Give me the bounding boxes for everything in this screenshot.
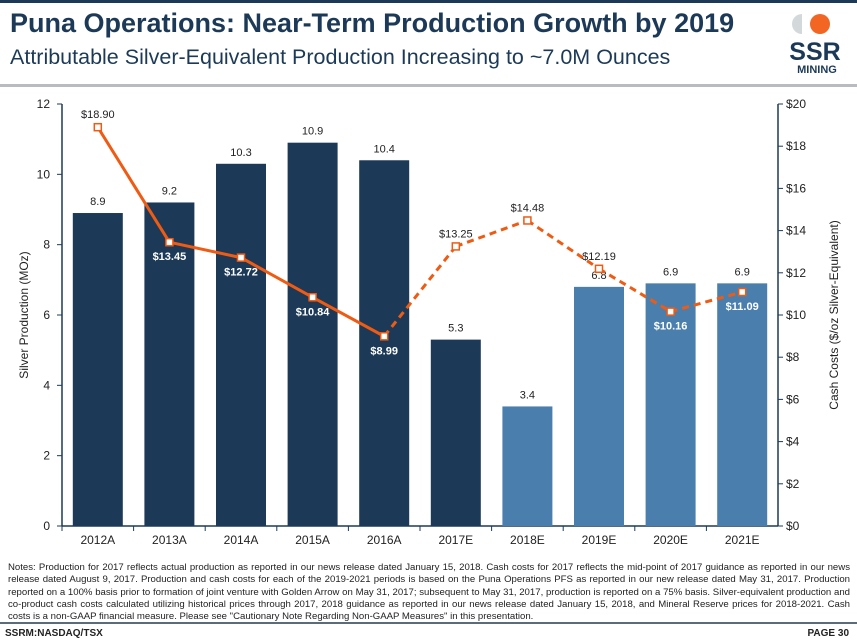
bar xyxy=(287,142,338,526)
header-top-rule xyxy=(0,0,857,3)
bar xyxy=(359,160,410,526)
header-divider xyxy=(0,84,857,87)
cost-value-label: $8.99 xyxy=(370,345,398,357)
cost-point xyxy=(451,242,461,251)
cost-value-label: $18.90 xyxy=(81,109,115,121)
x-tick-label: 2018E xyxy=(510,533,545,547)
bar-value-label: 10.3 xyxy=(230,147,251,159)
y-axis-label: Silver Production (MOz) xyxy=(17,251,31,378)
cost-point xyxy=(737,287,747,297)
bar-value-label: 6.9 xyxy=(663,266,678,278)
bar xyxy=(574,286,624,526)
y2-tick-label: $4 xyxy=(786,435,800,449)
bar-value-label: 9.2 xyxy=(162,185,177,197)
cost-value-label: $10.84 xyxy=(296,306,331,318)
y-tick-label: 10 xyxy=(37,167,51,181)
cost-point xyxy=(379,332,389,341)
bar xyxy=(216,163,266,527)
y2-tick-label: $2 xyxy=(786,477,800,491)
x-tick-label: 2016A xyxy=(367,533,402,547)
cost-point xyxy=(165,237,174,247)
cost-value-label: $12.72 xyxy=(224,267,258,279)
y-tick-label: 6 xyxy=(43,308,50,322)
cost-value-label: $11.09 xyxy=(726,301,759,313)
svg-text:SSR: SSR xyxy=(789,38,840,66)
cost-line-segment xyxy=(240,256,314,299)
x-tick-label: 2019E xyxy=(582,533,617,547)
cost-point xyxy=(666,307,675,316)
page-subtitle: Attributable Silver-Equivalent Productio… xyxy=(10,45,671,69)
cost-line-segment xyxy=(311,295,385,338)
y2-tick-label: $12 xyxy=(786,266,806,280)
bar xyxy=(645,283,696,526)
bar xyxy=(502,406,553,526)
bar-value-label: 6.9 xyxy=(735,266,750,278)
ssr-mining-logo: SSR MINING xyxy=(789,14,841,76)
cost-line-segment xyxy=(455,219,528,248)
y2-tick-label: $18 xyxy=(786,139,806,153)
x-tick-label: 2015A xyxy=(295,533,330,547)
footer-divider xyxy=(0,622,857,624)
bar xyxy=(430,339,481,526)
page-number: PAGE 30 xyxy=(807,628,850,639)
x-tick-label: 2017E xyxy=(438,533,473,547)
bar xyxy=(72,213,123,526)
svg-text:MINING: MINING xyxy=(797,64,837,76)
bar xyxy=(144,202,195,526)
y-tick-label: 2 xyxy=(43,449,50,463)
cost-point xyxy=(93,122,103,132)
cost-line-segment xyxy=(670,290,743,314)
x-tick-label: 2014A xyxy=(224,533,259,547)
footer-ticker: SSRM:NASDAQ/TSX xyxy=(5,628,103,639)
cost-point xyxy=(236,253,246,262)
x-tick-label: 2020E xyxy=(653,533,688,547)
y2-axis-label: Cash Costs ($/oz Silver-Equivalent) xyxy=(827,220,841,409)
cost-value-label: $14.48 xyxy=(511,202,545,214)
y-tick-label: 4 xyxy=(43,378,50,392)
cost-line-segment xyxy=(526,219,600,271)
cost-line-segment xyxy=(169,240,242,260)
cost-line-segment xyxy=(96,126,171,243)
cost-point xyxy=(308,293,317,302)
y-tick-label: 0 xyxy=(43,519,50,533)
bar-value-label: 10.9 xyxy=(302,126,323,138)
production-cost-chart: 0 2 4 6 8 10 12 $0 $2 $4 $6 $8 $10 $12 $14 $16 $18 $20 Sil… xyxy=(17,97,841,547)
cost-value-label: $12.19 xyxy=(582,251,616,263)
cost-value-label: $13.45 xyxy=(153,251,187,263)
y2-tick-label: $14 xyxy=(786,224,806,238)
bar xyxy=(717,283,768,526)
cost-point xyxy=(594,264,604,274)
bar-value-label: 8.9 xyxy=(90,196,105,208)
cost-value-label: $13.25 xyxy=(439,228,473,240)
page-title: Puna Operations: Near-Term Production Gr… xyxy=(10,8,735,38)
bar-value-label: 10.4 xyxy=(373,143,394,155)
cost-line-segment xyxy=(598,267,672,313)
y2-tick-label: $0 xyxy=(786,519,800,533)
x-tick-label: 2021E xyxy=(725,533,760,547)
y2-tick-label: $6 xyxy=(786,392,800,406)
y-tick-label: 12 xyxy=(37,97,51,111)
cost-value-label: $10.16 xyxy=(654,321,688,333)
cost-point xyxy=(523,216,532,225)
footnotes: Notes: Production for 2017 reflects actu… xyxy=(8,562,850,623)
x-tick-label: 2012A xyxy=(80,533,115,547)
x-tick-label: 2013A xyxy=(152,533,187,547)
y2-tick-label: $16 xyxy=(786,181,806,195)
y-tick-label: 8 xyxy=(43,238,50,252)
y2-tick-label: $20 xyxy=(786,97,806,111)
y2-tick-label: $10 xyxy=(786,308,806,322)
y2-tick-label: $8 xyxy=(786,350,800,364)
bar-value-label: 3.4 xyxy=(520,389,535,401)
bar-value-label: 5.3 xyxy=(448,323,463,335)
